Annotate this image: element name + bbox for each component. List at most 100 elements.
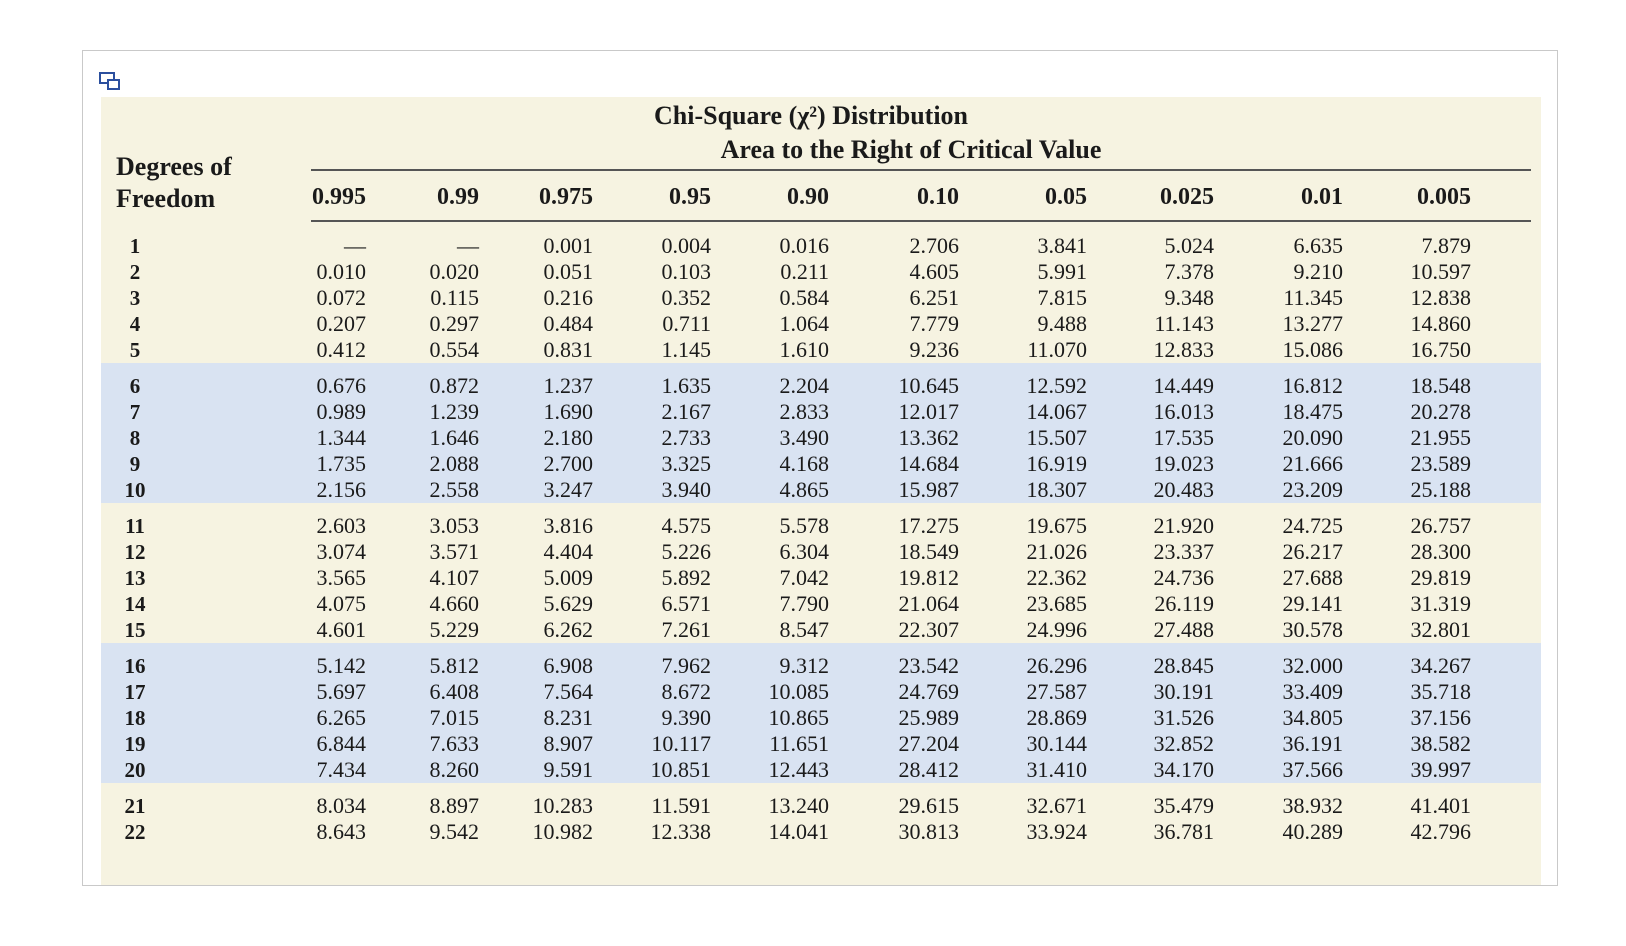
- table-cell: 32.671: [1026, 793, 1088, 818]
- df-value: 2: [129, 260, 141, 284]
- table-cell: 35.479: [1153, 793, 1215, 818]
- table-cell: 35.718: [1410, 679, 1472, 704]
- table-cell: 26.757: [1410, 513, 1472, 538]
- table-cell: 0.872: [429, 373, 480, 398]
- table-cell: 1.344: [316, 425, 367, 450]
- table-cell: 15.987: [898, 477, 960, 502]
- table-cell: 14.860: [1410, 311, 1472, 336]
- table-title: Chi-Square (χ²) Distribution: [653, 101, 969, 130]
- df-value: 20: [124, 758, 146, 782]
- table-cell: 18.475: [1282, 399, 1344, 424]
- table-cell: 6.844: [316, 731, 367, 756]
- table-cell: 12.838: [1410, 285, 1472, 310]
- table-cell: 1.239: [429, 399, 480, 424]
- df-value: 5: [129, 338, 141, 362]
- table-cell: 7.434: [316, 757, 367, 782]
- table-cell: 38.582: [1410, 731, 1472, 756]
- table-cell: 10.645: [898, 373, 960, 398]
- table-cell: 2.733: [661, 425, 712, 450]
- table-cell: 21.920: [1153, 513, 1215, 538]
- table-cell: 0.020: [429, 259, 480, 284]
- table-cell: 29.615: [898, 793, 960, 818]
- table-cell: 7.378: [1164, 259, 1215, 284]
- table-cell: 1.064: [779, 311, 830, 336]
- table-cell: 10.597: [1410, 259, 1472, 284]
- df-value: 11: [125, 514, 145, 538]
- table-cell: 20.483: [1153, 477, 1215, 502]
- table-cell: 6.265: [316, 705, 367, 730]
- table-cell: 12.443: [768, 757, 830, 782]
- column-header: 0.975: [539, 184, 593, 210]
- table-cell: 18.549: [898, 539, 960, 564]
- table-cell: 0.554: [429, 337, 480, 362]
- table-cell: 6.304: [779, 539, 830, 564]
- table-cell: 4.075: [316, 591, 367, 616]
- table-cell: 16.013: [1153, 399, 1215, 424]
- table-cell: 6.571: [661, 591, 712, 616]
- table-cell: 29.819: [1410, 565, 1472, 590]
- row-group-band: [101, 503, 1541, 643]
- df-value: 6: [129, 374, 141, 398]
- table-cell: 4.605: [909, 259, 960, 284]
- table-cell: 24.725: [1282, 513, 1344, 538]
- table-cell: 0.115: [430, 285, 479, 310]
- table-cell: 0.103: [661, 259, 712, 284]
- table-cell: 6.908: [543, 653, 594, 678]
- table-cell: 39.997: [1410, 757, 1472, 782]
- chi-square-table: Chi-Square (χ²) Distribution Area to the…: [101, 97, 1541, 885]
- table-cell: 9.348: [1164, 285, 1215, 310]
- column-header: 0.90: [787, 184, 829, 210]
- table-cell: 2.700: [543, 451, 594, 476]
- popout-icon[interactable]: [99, 71, 121, 91]
- table-cell: 21.666: [1282, 451, 1344, 476]
- table-cell: 31.319: [1410, 591, 1472, 616]
- table-cell: 5.226: [661, 539, 712, 564]
- table-cell: 4.575: [661, 513, 712, 538]
- column-header: 0.99: [437, 184, 479, 210]
- table-cell: 0.072: [316, 285, 367, 310]
- table-cell: 3.053: [429, 513, 480, 538]
- table-cell: 5.812: [429, 653, 480, 678]
- table-cell: 30.191: [1153, 679, 1215, 704]
- df-value: 1: [129, 234, 141, 258]
- table-cell: 27.688: [1282, 565, 1344, 590]
- table-cell: 21.026: [1026, 539, 1088, 564]
- table-cell: 34.267: [1410, 653, 1472, 678]
- table-cell: 3.940: [661, 477, 712, 502]
- header-rule-top: [311, 169, 1531, 171]
- df-value: 12: [124, 540, 146, 564]
- table-cell: 20.278: [1410, 399, 1472, 424]
- df-value: 3: [129, 286, 141, 310]
- table-cell: 21.064: [898, 591, 960, 616]
- table-cell: 9.312: [779, 653, 830, 678]
- table-cell: 9.210: [1293, 259, 1344, 284]
- table-cell: 28.845: [1153, 653, 1215, 678]
- table-cell: 1.646: [429, 425, 480, 450]
- table-cell: 2.603: [316, 513, 367, 538]
- table-cell: 26.296: [1026, 653, 1088, 678]
- table-cell: 1.610: [779, 337, 830, 362]
- table-cell: 0.412: [316, 337, 367, 362]
- table-cell: 41.401: [1410, 793, 1472, 818]
- table-cell: 3.571: [429, 539, 480, 564]
- table-cell: 8.260: [429, 757, 480, 782]
- table-cell: 38.932: [1282, 793, 1344, 818]
- row-group-band: [101, 223, 1541, 363]
- table-cell: 30.813: [898, 819, 960, 844]
- table-cell: 24.736: [1153, 565, 1215, 590]
- table-cell: 32.000: [1282, 653, 1344, 678]
- table-cell: —: [344, 233, 366, 258]
- table-cell: 4.107: [429, 565, 480, 590]
- table-cell: 11.143: [1154, 311, 1214, 336]
- table-cell: 25.188: [1410, 477, 1472, 502]
- table-cell: 9.542: [429, 819, 480, 844]
- table-cell: 36.191: [1282, 731, 1344, 756]
- df-value: 21: [124, 794, 146, 818]
- table-cell: 0.004: [661, 233, 712, 258]
- table-cell: 26.119: [1154, 591, 1214, 616]
- table-cell: 36.781: [1153, 819, 1215, 844]
- table-cell: 15.086: [1282, 337, 1344, 362]
- table-cell: 3.490: [779, 425, 830, 450]
- table-cell: 3.841: [1037, 233, 1088, 258]
- column-header: 0.10: [917, 184, 959, 210]
